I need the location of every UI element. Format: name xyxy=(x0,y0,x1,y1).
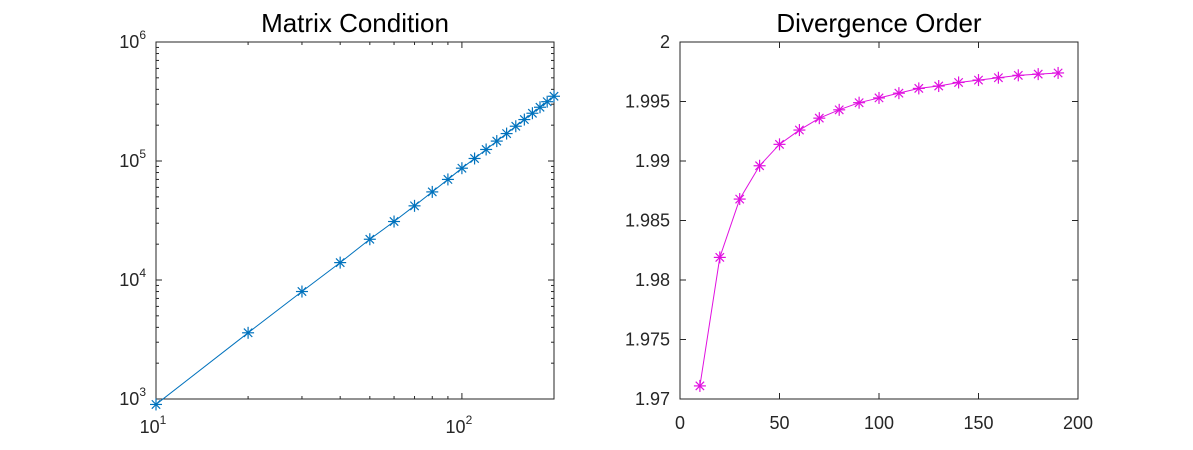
data-point xyxy=(873,91,885,104)
y-tick-label: 103 xyxy=(119,385,146,409)
data-point xyxy=(713,251,726,264)
matrix-condition-title: Matrix Condition xyxy=(261,8,449,38)
data-point xyxy=(490,135,503,148)
y-tick-label: 1.99 xyxy=(635,151,670,171)
data-point xyxy=(509,120,522,133)
data-point xyxy=(693,379,706,392)
data-point xyxy=(548,90,560,103)
x-tick-label: 100 xyxy=(864,413,894,433)
data-point xyxy=(408,199,421,212)
matrix-condition-series xyxy=(150,90,560,411)
divergence-order-title: Divergence Order xyxy=(776,8,982,38)
data-point xyxy=(534,101,547,114)
matrix-condition-ticks: 101 102 103 104 105 106 xyxy=(119,28,555,437)
y-tick-label: 106 xyxy=(119,28,146,52)
y-tick-label: 1.98 xyxy=(635,270,670,290)
data-point xyxy=(388,215,401,228)
matrix-condition-plot: Matrix Condition 101 102 103 104 105 106 xyxy=(119,8,560,437)
data-point xyxy=(295,285,308,298)
x-tick-label: 150 xyxy=(963,413,993,433)
y-tick-label: 105 xyxy=(119,147,146,171)
y-tick-label: 1.985 xyxy=(625,211,670,231)
divergence-order-ticks: 0 50 100 150 200 1.97 1.975 1.98 1.985 1.99 1.995 2 xyxy=(625,32,1093,433)
y-tick-label: 2 xyxy=(660,32,670,52)
data-point xyxy=(992,71,1005,84)
data-point xyxy=(426,185,439,198)
data-point xyxy=(541,95,554,108)
data-point xyxy=(1012,69,1025,82)
data-point xyxy=(1032,68,1045,81)
data-point xyxy=(150,398,162,411)
x-tick-label: 200 xyxy=(1063,413,1093,433)
data-point xyxy=(242,326,255,339)
y-tick-label: 1.975 xyxy=(625,330,670,350)
data-point xyxy=(932,80,945,93)
data-point xyxy=(334,256,347,269)
data-point xyxy=(441,173,454,186)
data-point xyxy=(455,162,468,175)
x-tick-label: 50 xyxy=(769,413,789,433)
data-point xyxy=(853,96,866,109)
data-point xyxy=(793,124,806,137)
data-point xyxy=(526,107,539,120)
divergence-order-series xyxy=(693,66,1065,392)
x-tick-label: 102 xyxy=(446,413,473,437)
data-point xyxy=(972,74,985,87)
data-point xyxy=(753,159,766,172)
divergence-order-plot: Divergence Order 0 50 100 150 200 1.97 1.975 1.… xyxy=(625,8,1093,433)
matrix-condition-axes-box xyxy=(155,41,555,400)
x-tick-label: 101 xyxy=(140,413,167,437)
data-point xyxy=(833,103,846,116)
data-point xyxy=(892,87,905,100)
y-tick-label: 104 xyxy=(119,266,146,290)
data-point xyxy=(518,113,531,126)
data-point xyxy=(468,152,481,165)
y-tick-label: 1.995 xyxy=(625,92,670,112)
data-point xyxy=(363,233,376,246)
data-point xyxy=(1052,66,1065,79)
data-point xyxy=(480,143,493,156)
x-tick-label: 0 xyxy=(675,413,685,433)
series-line xyxy=(699,72,1059,386)
data-point xyxy=(912,82,925,95)
data-point xyxy=(500,127,513,140)
data-point xyxy=(733,193,746,206)
data-point xyxy=(773,138,786,151)
y-tick-label: 1.97 xyxy=(635,389,670,409)
data-point xyxy=(952,76,965,89)
series-line xyxy=(155,95,555,405)
data-point xyxy=(813,112,826,125)
